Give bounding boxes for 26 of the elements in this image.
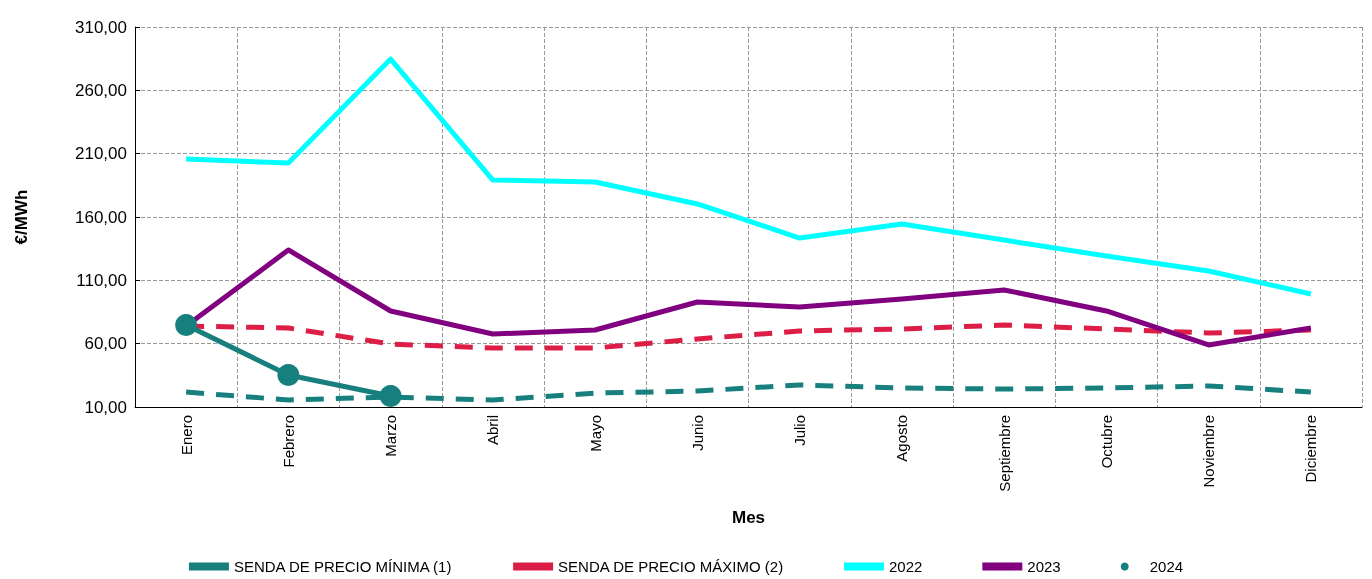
x-tick-label: Octubre — [1097, 415, 1115, 469]
x-tick-label: Noviembre — [1200, 415, 1218, 488]
x-tick-label: Abril — [484, 415, 502, 446]
legend-label: 2022 — [888, 558, 923, 575]
x-tick-label: Marzo — [382, 415, 400, 457]
y-tick-label: 260,00 — [75, 80, 127, 100]
y-tick-label: 210,00 — [75, 144, 127, 164]
legend-label: 2023 — [1027, 558, 1061, 575]
x-tick-label: Mayo — [586, 415, 604, 452]
y-tick-label: 160,00 — [75, 207, 127, 227]
x-tick-label: Diciembre — [1302, 415, 1320, 483]
legend-label: 2024 — [1149, 558, 1184, 575]
y-tick-label: 110,00 — [76, 270, 127, 290]
x-tick-label: Agosto — [893, 415, 911, 462]
legend-label: SENDA DE PRECIO MÍNIMA (1) — [233, 558, 452, 575]
x-tick-label: Septiembre — [995, 415, 1013, 492]
x-tick-label: Enero — [177, 415, 195, 456]
y-axis-title: €/MWh — [12, 189, 31, 245]
legend-label: SENDA DE PRECIO MÁXIMO (2) — [558, 558, 784, 575]
x-tick-label: Julio — [791, 415, 809, 446]
x-axis-title: Mes — [731, 508, 766, 527]
x-tick-label: Junio — [688, 415, 706, 451]
y-tick-label: 10,00 — [84, 397, 127, 417]
y-tick-label: 310,00 — [75, 17, 127, 37]
y-tick-label: 60,00 — [84, 334, 127, 354]
x-tick-label: Febrero — [279, 415, 297, 468]
